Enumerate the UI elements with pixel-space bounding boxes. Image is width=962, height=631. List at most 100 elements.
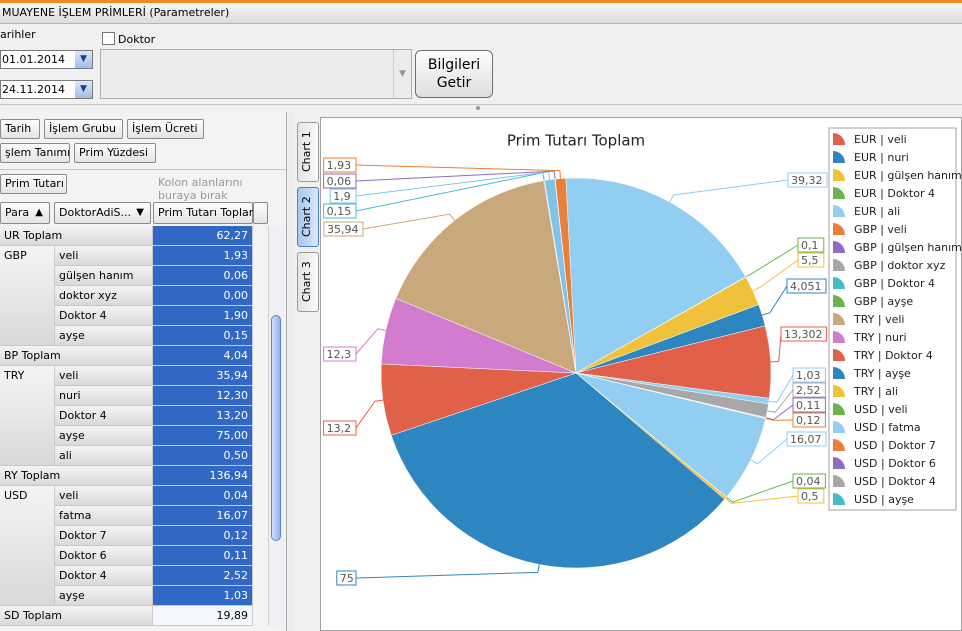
legend-label: TRY | veli	[853, 313, 904, 326]
legend-swatch	[833, 187, 845, 199]
value-cell: 75,00	[153, 426, 253, 446]
chart-tab[interactable]: Chart 3	[297, 252, 319, 312]
doctor-checkbox[interactable]	[102, 32, 115, 45]
group-cell: USD	[0, 486, 55, 606]
leader-line	[355, 170, 556, 182]
drop-hint: Kolon alanlarını buraya bırak	[158, 176, 243, 202]
doctor-cell: nuri	[55, 386, 153, 406]
leader-line	[765, 417, 794, 421]
legend-swatch	[833, 349, 845, 361]
leader-line	[669, 179, 789, 203]
data-label-box	[797, 488, 825, 504]
value-cell: 0,06	[153, 266, 253, 286]
leader-line	[355, 164, 562, 179]
scroll-thumb[interactable]	[271, 315, 281, 541]
data-label: 0,06	[327, 175, 352, 188]
value-cell: 136,94	[153, 466, 253, 486]
legend-swatch	[833, 367, 845, 379]
legend-swatch	[833, 259, 845, 271]
legend-swatch	[833, 385, 845, 397]
start-date[interactable]: 01.01.2014	[0, 50, 93, 69]
data-label-box	[792, 397, 826, 413]
legend-label: EUR | gülşen hanım	[854, 169, 962, 182]
chart: Prim Tutarı Toplam 39,32 0,1 5,5 4,051 13,30…	[320, 117, 962, 631]
end-date[interactable]: 24.11.2014	[0, 80, 93, 99]
legend-label: EUR | nuri	[854, 151, 909, 164]
doctor-combo[interactable]	[100, 49, 412, 99]
group-total: UR Toplam	[0, 226, 153, 246]
sort-icon: ▲	[35, 207, 43, 218]
window-title: MUAYENE İŞLEM PRİMLERİ (Parametreler)	[0, 3, 962, 24]
legend-label: USD | Doktor 7	[854, 439, 936, 452]
data-label: 0,11	[796, 399, 821, 412]
row-header[interactable]: DoktorAdiS... ▼	[54, 202, 151, 224]
doctor-cell: ayşe	[55, 586, 153, 606]
pie-slice	[395, 180, 577, 374]
vertical-splitter	[288, 112, 294, 631]
doctor-cell: ayşe	[55, 426, 153, 446]
data-label: 13,2	[327, 422, 352, 435]
leader-line	[725, 495, 799, 504]
divider	[0, 169, 286, 170]
field-button[interactable]: İşlem Grubu	[44, 119, 123, 139]
pie-slice	[565, 177, 746, 374]
field-button[interactable]: Tarih	[0, 119, 40, 139]
value-cell: 4,04	[153, 346, 253, 366]
group-cell: TRY	[0, 366, 55, 466]
chart-tab[interactable]: Chart 1	[297, 122, 319, 182]
data-label: 35,94	[327, 223, 359, 236]
data-label-box	[336, 570, 357, 586]
field-button[interactable]: İşlem Ücreti	[127, 119, 204, 139]
leader-line	[362, 213, 455, 230]
legend-box	[828, 127, 957, 511]
legend-label: TRY | ayşe	[853, 367, 911, 380]
data-label-box	[786, 278, 827, 294]
value-cell: 1,03	[153, 586, 253, 606]
data-label-box	[329, 188, 357, 204]
data-label: 16,07	[790, 433, 822, 446]
header-corner	[253, 202, 268, 224]
data-label-box	[323, 346, 357, 362]
doctor-cell: veli	[55, 486, 153, 506]
data-label-box	[323, 203, 357, 219]
row-header[interactable]: Para ▲	[0, 202, 50, 224]
data-label-box	[786, 431, 827, 447]
legend-swatch	[833, 277, 845, 289]
data-label: 39,32	[791, 174, 823, 187]
field-button[interactable]: şlem Tanımı	[0, 143, 70, 163]
legend-label: TRY | nuri	[853, 331, 907, 344]
legend-label: EUR | veli	[854, 133, 907, 146]
start-date-dropdown[interactable]: ▼	[75, 51, 92, 68]
end-date-dropdown[interactable]: ▼	[75, 81, 92, 98]
legend-swatch	[833, 241, 845, 253]
leader-line	[355, 328, 386, 355]
value-cell: 0,12	[153, 526, 253, 546]
value-cell: 0,04	[153, 486, 253, 506]
legend-label: GBP | ayşe	[854, 295, 913, 308]
leader-line	[726, 480, 794, 503]
field-button[interactable]: Prim Yüzdesi	[74, 143, 156, 163]
doctor-cell: Doktor 7	[55, 526, 153, 546]
combo-arrow[interactable]: ▼	[393, 50, 411, 98]
data-label-box	[323, 420, 357, 436]
data-field-button[interactable]: Prim Tutarı	[0, 174, 67, 194]
leader-line	[752, 259, 799, 292]
leader-line	[768, 374, 794, 403]
legend-swatch	[833, 223, 845, 235]
data-label-box	[797, 237, 825, 253]
data-label-box	[792, 473, 826, 489]
doctor-cell: veli	[55, 246, 153, 266]
value-cell: 1,93	[153, 246, 253, 266]
data-label: 4,051	[790, 280, 822, 293]
splitter-grip	[476, 106, 480, 110]
leader-line	[355, 399, 383, 429]
data-label: 0,1	[801, 239, 819, 252]
data-label-box	[792, 367, 826, 383]
fetch-button[interactable]: Bilgileri Getir	[415, 50, 493, 98]
chart-tab[interactable]: Chart 2	[297, 187, 319, 247]
sort-icon: ▼	[136, 207, 144, 218]
value-cell: 62,27	[153, 226, 253, 246]
legend-label: USD | veli	[854, 403, 908, 416]
leader-line	[750, 438, 788, 465]
legend-swatch	[833, 331, 845, 343]
